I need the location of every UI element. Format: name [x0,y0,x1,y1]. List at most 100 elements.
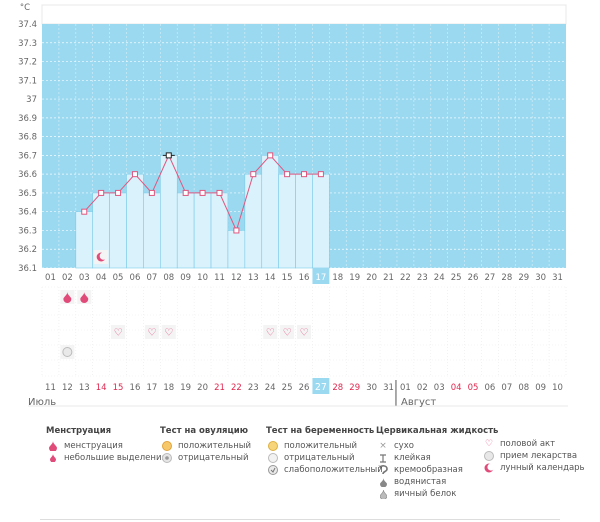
temp-bar [176,192,195,269]
cycle-day-label: 10 [197,273,208,283]
dry-x-icon: × [379,441,387,451]
temp-point [233,227,240,234]
calendar-date-label: 15 [113,383,124,393]
calendar-date-label: 06 [485,383,496,393]
temp-bar [193,192,212,269]
legend-item-label: кремообразная [394,465,463,475]
heart-cell [144,325,159,339]
heart-cell [161,325,176,339]
y-tick-label: 36.6 [18,170,37,180]
heart-icon: ♡ [266,328,275,339]
y-unit-label: °C [20,3,30,13]
cycle-day-label: 12 [231,273,242,283]
heart-cell [280,325,295,339]
legend-ovulation-test: Тест на овуляцию положительный отрицател… [160,426,251,464]
current-date-cell [312,378,330,394]
legend-item: положительный [160,440,251,452]
calendar-date-label: 22 [231,383,242,393]
legend-item: кремообразная [376,464,498,476]
cycle-day-label: 30 [535,273,546,283]
calendar-date-label: 09 [535,383,546,393]
month-label-july: Июль [28,397,57,408]
temp-point [284,171,291,178]
calendar-date-label: 04 [451,383,462,393]
legend-item-label: отрицательный [284,453,355,463]
temp-bar [261,155,279,269]
calendar-date-label: 20 [197,383,208,393]
temp-bar [109,192,127,269]
legend-cervical-fluid: Цервикальная жидкость × сухо клейкая кре… [376,426,498,500]
legend-item: ♡ половой акт [482,438,585,450]
legend-item-label: положительный [178,441,251,451]
heart-cell [111,325,126,339]
calendar-date-label: 19 [180,383,191,393]
y-tick-label: 37 [26,95,37,105]
y-tick-label: 37.1 [18,76,37,86]
ovulation-positive-icon [160,441,174,451]
legend-item: × сухо [376,440,498,452]
cycle-day-label: 02 [62,273,73,283]
legend-menstruation: Менструация менструация небольшие выделе… [46,426,167,464]
calendar-date-label: 24 [265,383,276,393]
temp-point [216,189,223,196]
legend-title: Цервикальная жидкость [376,426,499,436]
creamy-icon [376,465,390,475]
legend-item-label: клейкая [394,453,431,463]
cycle-day-label: 08 [163,273,174,283]
y-tick-label: 37.2 [18,58,37,68]
legend-item-label: менструация [64,441,123,451]
calendar-date-label: 08 [518,383,529,393]
temp-point [250,171,257,178]
moon-icon [482,463,496,473]
calendar-date-label: 25 [282,383,293,393]
y-tick-label: 36.3 [18,226,37,236]
legend-title: Тест на беременность [266,426,375,436]
sticky-icon [376,453,390,463]
y-tick-label: 36.2 [18,245,37,255]
temp-point [148,189,155,196]
pregnancy-test-icon [62,347,73,357]
legend-item: слабоположительный [266,464,383,476]
cycle-day-label: 05 [113,273,124,283]
calendar-date-label: 10 [552,383,563,393]
month-label-august: Август [401,397,437,408]
calendar-date-label: 03 [434,383,445,393]
cycle-day-label: 09 [180,273,191,283]
temp-bar [227,230,246,269]
legend-title: Менструация [46,426,112,436]
heart-icon: ♡ [300,328,309,339]
calendar-date-label: 12 [62,383,73,393]
legend-item-label: сухо [394,441,414,451]
cycle-day-label: 06 [130,273,141,283]
legend-item: водянистая [376,476,498,488]
temp-bar [312,173,330,269]
temp-point [267,152,274,159]
cycle-day-label: 01 [45,273,56,283]
legend-item-label: небольшие выделения [64,453,167,463]
calendar-date-label: 31 [383,383,394,393]
legend-item-label: половой акт [500,439,556,449]
y-tick-label: 37.3 [18,39,37,49]
calendar-date-label: 18 [163,383,174,393]
temp-bar [278,173,296,269]
calendar-date-label: 13 [79,383,90,393]
cycle-day-label: 25 [451,273,462,283]
cycle-day-label: 28 [501,273,512,283]
heart-icon: ♡ [114,328,123,339]
legend-item-label: лунный календарь [500,463,585,473]
calendar-date-label: 23 [248,383,259,393]
calendar-date-label: 21 [214,383,225,393]
calendar-date-label: 02 [417,383,428,393]
cycle-day-label: 22 [400,273,411,283]
temp-point [115,189,122,196]
calendar-date-label: 01 [400,383,411,393]
legend-item-label: водянистая [394,477,447,487]
cycle-day-label: 19 [349,273,360,283]
temp-bar [126,173,144,269]
legend-item: небольшие выделения [46,452,167,464]
temp-point [182,189,189,196]
temp-point [81,208,88,215]
legend-item: отрицательный [160,452,251,464]
cycle-day-label: 03 [79,273,90,283]
